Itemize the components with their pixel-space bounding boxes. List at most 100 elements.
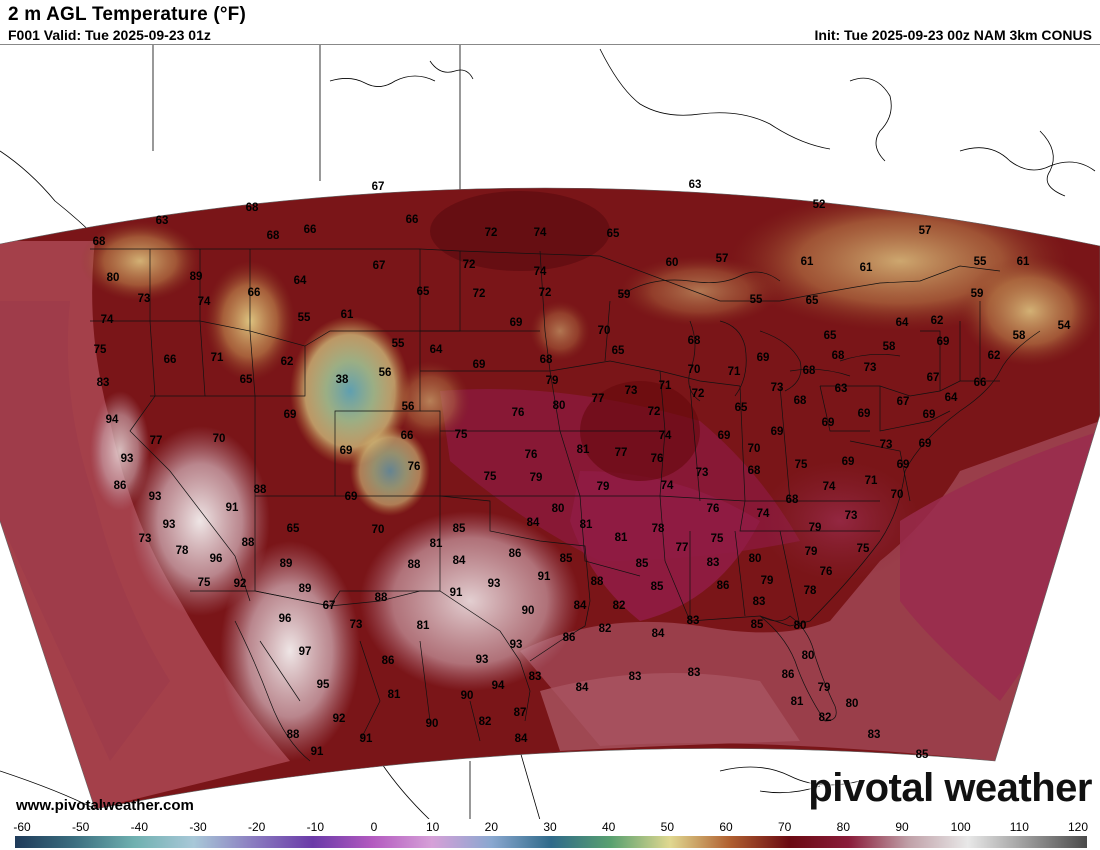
temperature-label: 88 <box>242 537 255 549</box>
temperature-label: 65 <box>287 523 300 535</box>
temperature-label: 74 <box>198 296 211 308</box>
temperature-label: 84 <box>527 517 540 529</box>
website-url[interactable]: www.pivotalweather.com <box>16 797 194 814</box>
temperature-label: 97 <box>299 646 312 658</box>
temperature-label: 63 <box>156 215 169 227</box>
temperature-label: 56 <box>402 401 415 413</box>
temperature-label: 80 <box>846 698 859 710</box>
temperature-label: 76 <box>408 461 421 473</box>
temperature-label: 75 <box>94 344 107 356</box>
temperature-label: 73 <box>696 467 709 479</box>
temperature-label: 75 <box>795 459 808 471</box>
temperature-label: 64 <box>430 344 443 356</box>
temperature-label: 81 <box>577 444 590 456</box>
temperature-label: 66 <box>974 377 987 389</box>
temperature-label: 61 <box>801 256 814 268</box>
temperature-label: 66 <box>304 224 317 236</box>
temperature-map[interactable]: 67 63 52 57 68 66 63 68 66 72 74 65 68 55 61 60 57 61 61 67… <box>0 44 1100 820</box>
colorbar-tick-label: 120 <box>1067 820 1089 834</box>
temperature-label: 79 <box>761 575 774 587</box>
temperature-label: 67 <box>927 372 940 384</box>
temperature-label: 69 <box>822 417 835 429</box>
temperature-label: 58 <box>1013 330 1026 342</box>
temperature-label: 38 <box>336 374 349 386</box>
temperature-label: 69 <box>473 359 486 371</box>
temperature-label: 77 <box>592 393 605 405</box>
temperature-label: 79 <box>530 472 543 484</box>
temperature-label: 89 <box>190 271 203 283</box>
temperature-label: 91 <box>538 571 551 583</box>
temperature-label: 69 <box>842 456 855 468</box>
temperature-label: 79 <box>818 682 831 694</box>
temperature-label: 69 <box>919 438 932 450</box>
temperature-label: 59 <box>971 288 984 300</box>
temperature-label: 76 <box>525 449 538 461</box>
temperature-label: 66 <box>164 354 177 366</box>
colorbar-tick-label: 80 <box>836 820 851 834</box>
colorbar-tick-label: -40 <box>130 820 148 834</box>
temperature-label: 78 <box>804 585 817 597</box>
temperature-label: 79 <box>805 546 818 558</box>
temperature-label: 74 <box>534 227 547 239</box>
temperature-label: 73 <box>625 385 638 397</box>
temperature-label: 72 <box>692 388 705 400</box>
temperature-label: 75 <box>198 577 211 589</box>
temperature-label: 85 <box>636 558 649 570</box>
temperature-label: 65 <box>806 295 819 307</box>
temperature-label: 94 <box>106 414 119 426</box>
temperature-label: 61 <box>1017 256 1030 268</box>
temperature-label: 83 <box>688 667 701 679</box>
temperature-label: 88 <box>287 729 300 741</box>
colorbar-tick-label: -20 <box>247 820 266 834</box>
temperature-label: 70 <box>688 364 701 376</box>
temperature-label: 69 <box>340 445 353 457</box>
temperature-label: 94 <box>492 680 505 692</box>
temperature-label: 59 <box>618 289 631 301</box>
temperature-label: 91 <box>450 587 463 599</box>
temperature-label: 54 <box>1058 320 1071 332</box>
temperature-label: 93 <box>488 578 501 590</box>
state-borders <box>90 248 1041 762</box>
temperature-label: 73 <box>880 439 893 451</box>
colorbar-tick-label: 70 <box>777 820 792 834</box>
temperature-label: 72 <box>473 288 486 300</box>
temperature-label: 55 <box>392 338 405 350</box>
colorbar-tick-label: 10 <box>425 820 440 834</box>
temperature-label: 83 <box>753 596 766 608</box>
temperature-label: 93 <box>149 491 162 503</box>
temperature-label: 96 <box>279 613 292 625</box>
temperature-label: 85 <box>651 581 664 593</box>
temperature-label: 64 <box>896 317 909 329</box>
temperature-label: 69 <box>937 336 950 348</box>
temperature-label: 77 <box>676 542 689 554</box>
temperature-label: 82 <box>819 712 832 724</box>
colorbar-ticks: -60 -50 -40 -30 -20 -10 0 10 20 30 40 50 60 70 80 90 100… <box>0 819 1100 835</box>
temperature-label: 68 <box>540 354 553 366</box>
temperature-label: 76 <box>651 453 664 465</box>
pivotal-weather-logo: pivotal weather <box>808 766 1092 810</box>
temperature-label: 52 <box>813 199 826 211</box>
colorbar-tick-label: -30 <box>189 820 207 834</box>
temperature-label: 89 <box>280 558 293 570</box>
temperature-label: 81 <box>430 538 443 550</box>
temperature-label: 55 <box>298 312 311 324</box>
temperature-label: 69 <box>923 409 936 421</box>
temperature-label: 86 <box>382 655 395 667</box>
temperature-label: 70 <box>598 325 611 337</box>
temperature-label: 72 <box>539 287 552 299</box>
temperature-label: 65 <box>612 345 625 357</box>
temperature-label: 65 <box>240 374 253 386</box>
temperature-label: 86 <box>717 580 730 592</box>
temperature-label: 65 <box>735 402 748 414</box>
temperature-label: 75 <box>484 471 497 483</box>
temperature-label: 74 <box>534 266 547 278</box>
colorbar-tick-label: 100 <box>950 820 971 834</box>
temperature-label: 73 <box>139 533 152 545</box>
temperature-label: 74 <box>661 480 674 492</box>
temperature-label: 69 <box>897 459 910 471</box>
colorbar-tick-label: 40 <box>601 820 616 834</box>
temperature-label: 69 <box>757 352 770 364</box>
temperature-label: 71 <box>211 352 224 364</box>
temperature-label: 69 <box>858 408 871 420</box>
temperature-label: 67 <box>372 181 385 193</box>
